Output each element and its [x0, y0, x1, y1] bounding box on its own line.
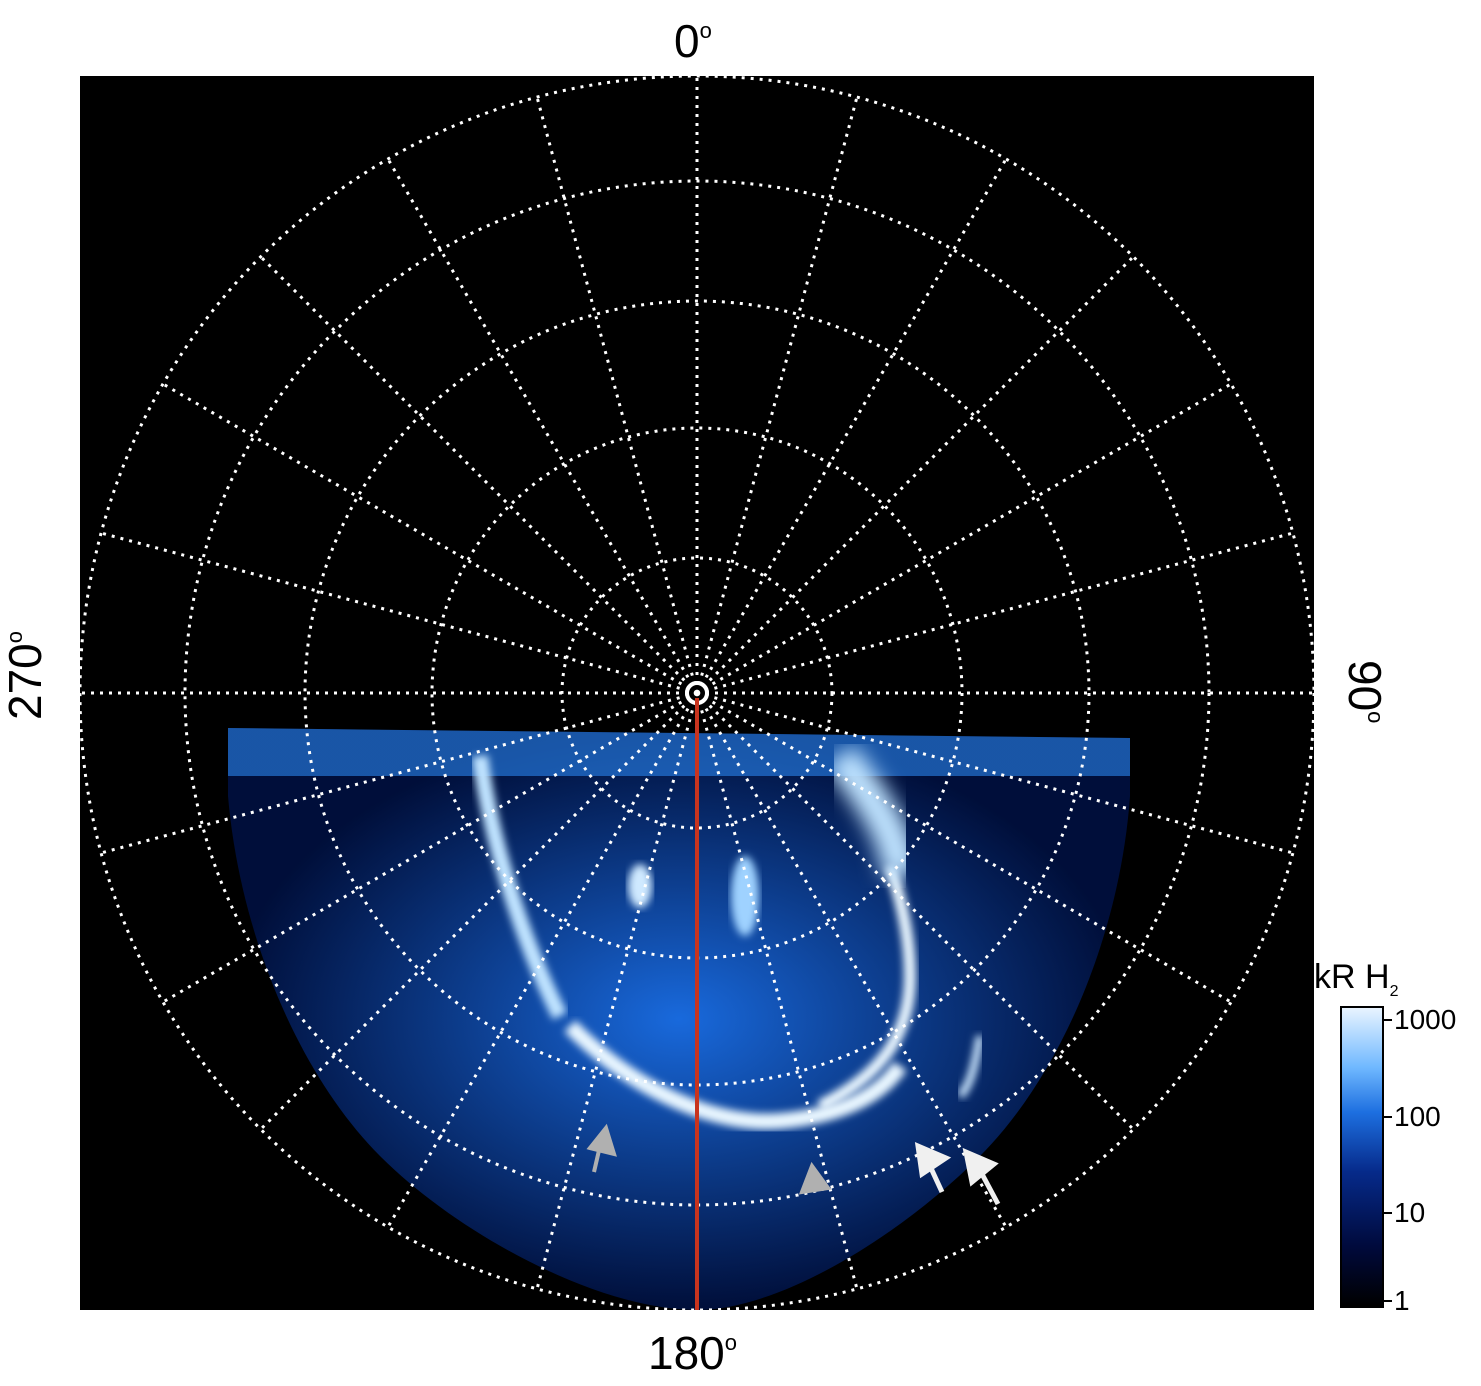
emission-region — [228, 728, 1130, 1310]
white-arrows — [914, 1141, 1001, 1206]
colorbar-tickmark — [1384, 1300, 1392, 1302]
emission-patch — [731, 856, 759, 936]
main-oval-arc-lower — [564, 1020, 907, 1130]
colorbar-tick-1000: 1000 — [1394, 1004, 1457, 1035]
colorbar-tick-10: 10 — [1394, 1197, 1426, 1228]
diffuse-emission — [825, 745, 918, 877]
emission-spot — [628, 864, 652, 908]
longitude-label-270: 270o — [0, 631, 51, 720]
emission-fill — [228, 728, 1130, 1310]
colorbar — [1340, 1006, 1384, 1308]
emission-streak — [956, 1035, 984, 1099]
colorbar-tickmark — [1384, 1212, 1392, 1214]
colorbar-tick-100: 100 — [1394, 1101, 1441, 1132]
polar-projection-svg — [78, 74, 1316, 1312]
colorbar-tick-1: 1 — [1394, 1285, 1410, 1316]
colorbar-title: kR H2 — [1314, 958, 1399, 1000]
main-oval-arc-right — [817, 864, 917, 1112]
longitude-label-180: 180o — [648, 1327, 737, 1379]
longitude-label-0: 0o — [674, 15, 712, 67]
limb-band — [228, 728, 1130, 776]
main-oval-arc-left — [472, 755, 568, 1020]
colorbar-tickmark — [1384, 1019, 1392, 1021]
longitude-grid — [80, 76, 1314, 1310]
colorbar-tickmark — [1384, 1116, 1392, 1118]
longitude-label-90: 90o — [1339, 660, 1391, 724]
polar-auroral-image — [78, 74, 1316, 1312]
grey-arrows — [586, 1123, 832, 1195]
